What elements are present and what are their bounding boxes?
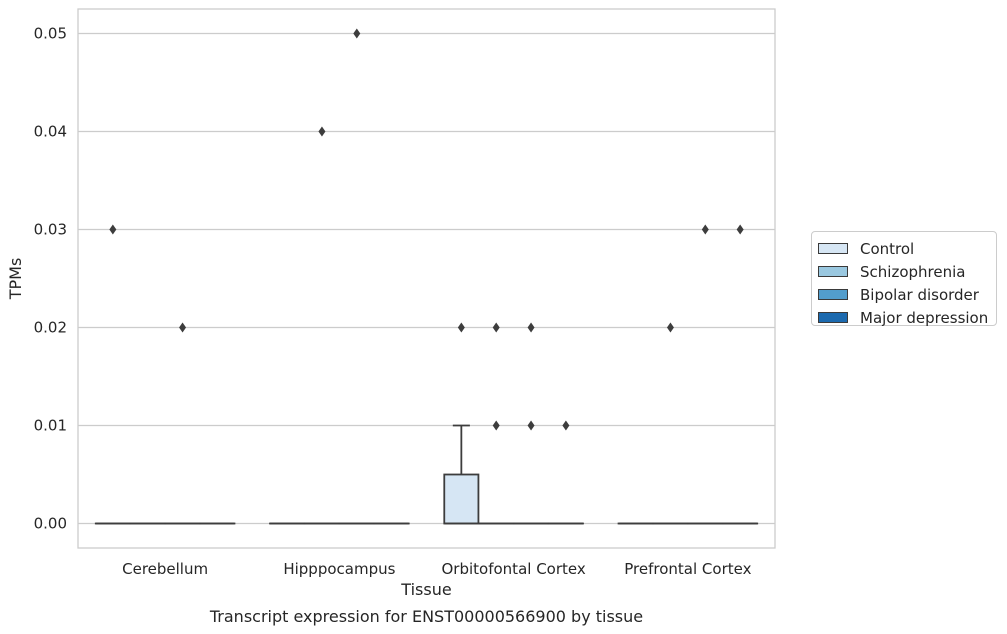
- outlier-point: [318, 126, 326, 137]
- outlier-point: [701, 224, 709, 235]
- outlier-point: [492, 420, 500, 431]
- legend-item: Control: [818, 237, 996, 260]
- legend-label: Schizophrenia: [860, 262, 966, 281]
- y-tick-label: 0.05: [34, 25, 67, 43]
- y-axis-label: TPMs: [6, 258, 25, 301]
- outlier-point: [179, 322, 187, 333]
- plot-area-frame: [77, 8, 776, 549]
- box-plot-series: [94, 424, 759, 525]
- legend-swatch: [818, 266, 848, 277]
- y-axis-ticks: 0.00 0.01 0.02 0.03 0.04 0.05: [34, 25, 67, 533]
- x-tick-label: Hipppocampus: [283, 560, 395, 578]
- legend-label: Control: [860, 239, 915, 258]
- legend-item: Schizophrenia: [818, 260, 996, 283]
- y-tick-label: 0.01: [34, 417, 67, 435]
- outlier-point: [527, 420, 535, 431]
- outlier-point: [353, 28, 361, 39]
- box-control: [443, 424, 480, 525]
- box-body: [443, 473, 480, 525]
- legend-swatch: [818, 243, 848, 254]
- legend-swatch: [818, 312, 848, 323]
- outlier-point: [562, 420, 570, 431]
- outlier-point: [527, 322, 535, 333]
- x-tick-label: Prefrontal Cortex: [624, 560, 751, 578]
- legend-label: Major depression: [860, 308, 989, 327]
- y-gridlines: [78, 32, 775, 525]
- outlier-markers: [109, 28, 744, 431]
- x-tick-label: Orbitofontal Cortex: [442, 560, 586, 578]
- legend-swatch: [818, 289, 848, 300]
- y-tick-label: 0.03: [34, 221, 67, 239]
- y-tick-label: 0.04: [34, 123, 67, 141]
- x-axis-ticks: Cerebellum Hipppocampus Orbitofontal Corte…: [122, 560, 751, 578]
- outlier-point: [492, 322, 500, 333]
- y-tick-label: 0.00: [34, 515, 67, 533]
- legend-item: Major depression: [818, 306, 996, 329]
- legend-label: Bipolar disorder: [860, 285, 979, 304]
- legend-item: Bipolar disorder: [818, 283, 996, 306]
- y-tick-label: 0.02: [34, 319, 67, 337]
- outlier-point: [457, 322, 465, 333]
- chart-caption: Transcript expression for ENST0000056690…: [209, 607, 643, 626]
- x-axis-label: Tissue: [400, 580, 451, 599]
- outlier-point: [736, 224, 744, 235]
- outlier-point: [666, 322, 674, 333]
- legend: Control Schizophrenia Bipolar disorder Majo…: [811, 231, 997, 329]
- x-tick-label: Cerebellum: [122, 560, 208, 578]
- outlier-point: [109, 224, 117, 235]
